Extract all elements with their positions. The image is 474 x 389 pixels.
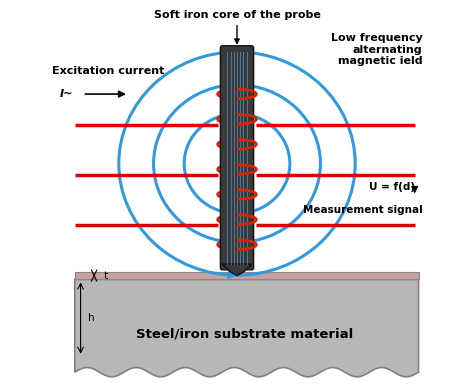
Text: t: t	[104, 271, 108, 280]
Polygon shape	[222, 264, 252, 276]
Polygon shape	[75, 279, 419, 377]
Text: Low frequency
alternating
magnetic ield: Low frequency alternating magnetic ield	[331, 33, 422, 66]
Text: U = f(d): U = f(d)	[369, 182, 415, 192]
FancyBboxPatch shape	[220, 46, 254, 270]
Text: Steel/iron substrate material: Steel/iron substrate material	[136, 327, 353, 340]
Text: Measurement signal: Measurement signal	[302, 205, 422, 215]
Bar	[75, 272, 419, 279]
Text: I~: I~	[59, 89, 73, 99]
Text: Soft iron core of the probe: Soft iron core of the probe	[154, 10, 320, 44]
Text: h: h	[88, 313, 95, 323]
Text: Excitation current: Excitation current	[52, 66, 164, 76]
